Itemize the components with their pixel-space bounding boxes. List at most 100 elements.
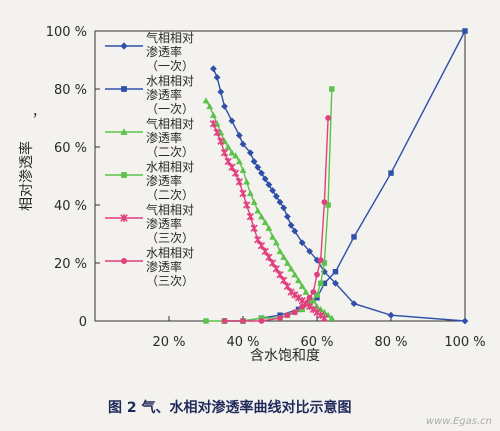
- data-point: [291, 271, 299, 278]
- data-point: [313, 308, 321, 316]
- y-tick-label: 40 %: [54, 199, 87, 214]
- data-point: [235, 178, 243, 186]
- data-point: [350, 300, 358, 307]
- legend-label-line: （三次）: [146, 274, 194, 288]
- data-point: [298, 239, 306, 247]
- y-axis-label: 相对渗透率: [18, 141, 35, 211]
- data-point: [332, 268, 339, 275]
- data-point: [461, 317, 469, 325]
- data-point: [325, 202, 331, 208]
- watermark: www.Egas.cn: [426, 416, 492, 427]
- x-tick-label: 80 %: [374, 335, 407, 350]
- data-point: [277, 312, 283, 318]
- data-point: [202, 97, 210, 104]
- data-point: [121, 86, 127, 92]
- data-point: [291, 227, 299, 235]
- data-point: [257, 241, 266, 250]
- data-point: [224, 157, 232, 166]
- legend-label-line: 渗透率: [146, 44, 182, 59]
- series-2: [221, 28, 468, 324]
- data-point: [235, 132, 243, 139]
- data-point: [220, 149, 229, 157]
- data-point: [306, 248, 313, 255]
- legend-label-line: （二次）: [146, 188, 194, 202]
- x-tick-label: 100 %: [444, 335, 485, 350]
- legend-label-line: （二次）: [146, 145, 194, 159]
- data-point: [239, 166, 247, 173]
- legend-label-line: 渗透率: [146, 259, 182, 274]
- legend-label-line: 气相相对: [146, 116, 194, 131]
- data-point: [332, 279, 339, 287]
- data-point: [329, 86, 335, 92]
- data-point: [209, 120, 218, 128]
- legend-label-line: 气相相对: [146, 30, 194, 45]
- data-point: [320, 314, 329, 322]
- series-1: [210, 65, 469, 325]
- data-point: [258, 213, 265, 220]
- data-point: [232, 152, 239, 159]
- data-point: [243, 201, 251, 209]
- data-point: [309, 305, 317, 314]
- data-point: [317, 311, 325, 319]
- data-point: [210, 65, 217, 73]
- legend-label-line: （一次）: [146, 102, 194, 116]
- chart-legend: 气相相对渗透率（一次）水相相对渗透率（一次）气相相对渗透率（二次）水相相对渗透率…: [105, 30, 194, 288]
- data-point: [351, 234, 357, 240]
- data-point: [221, 318, 228, 324]
- data-point: [280, 276, 288, 285]
- data-point: [325, 115, 331, 121]
- y-axis-label-mark: ，: [32, 105, 45, 120]
- data-point: [203, 318, 209, 324]
- data-point: [299, 303, 306, 310]
- data-point: [269, 233, 276, 240]
- data-point: [246, 212, 255, 221]
- data-point: [276, 198, 284, 206]
- x-axis-label: 含水饱和度: [250, 348, 320, 364]
- data-point: [213, 128, 221, 137]
- data-point: [462, 28, 468, 34]
- series-line: [224, 30, 466, 322]
- data-point: [306, 294, 313, 301]
- data-point: [120, 128, 128, 135]
- data-point: [228, 163, 236, 171]
- data-point: [321, 199, 328, 205]
- data-point: [217, 137, 225, 145]
- data-point: [277, 315, 283, 321]
- data-point: [239, 189, 247, 198]
- data-point: [250, 158, 258, 165]
- data-point: [239, 140, 247, 148]
- data-point: [265, 224, 273, 231]
- data-point: [120, 257, 128, 265]
- data-point: [120, 42, 128, 50]
- x-tick-label: 60 %: [300, 335, 333, 350]
- legend-label-line: 气相相对: [146, 202, 194, 217]
- data-point: [276, 270, 284, 279]
- data-point: [258, 318, 265, 324]
- data-point: [258, 315, 265, 321]
- y-tick-label: 20 %: [54, 257, 87, 272]
- data-point: [210, 111, 217, 118]
- legend-label-line: 渗透率: [146, 130, 182, 145]
- data-point: [254, 163, 262, 171]
- data-point: [254, 207, 262, 214]
- data-point: [247, 190, 254, 197]
- data-point: [321, 260, 328, 266]
- data-point: [310, 289, 317, 295]
- data-point: [121, 172, 127, 178]
- data-point: [120, 214, 128, 222]
- data-point: [254, 236, 262, 244]
- data-point: [302, 288, 310, 295]
- data-point: [314, 295, 320, 301]
- data-point: [217, 88, 225, 96]
- data-point: [206, 103, 214, 110]
- data-point: [280, 253, 288, 260]
- data-point: [291, 291, 299, 299]
- data-point: [224, 143, 232, 150]
- data-point: [272, 265, 280, 273]
- data-point: [243, 178, 251, 185]
